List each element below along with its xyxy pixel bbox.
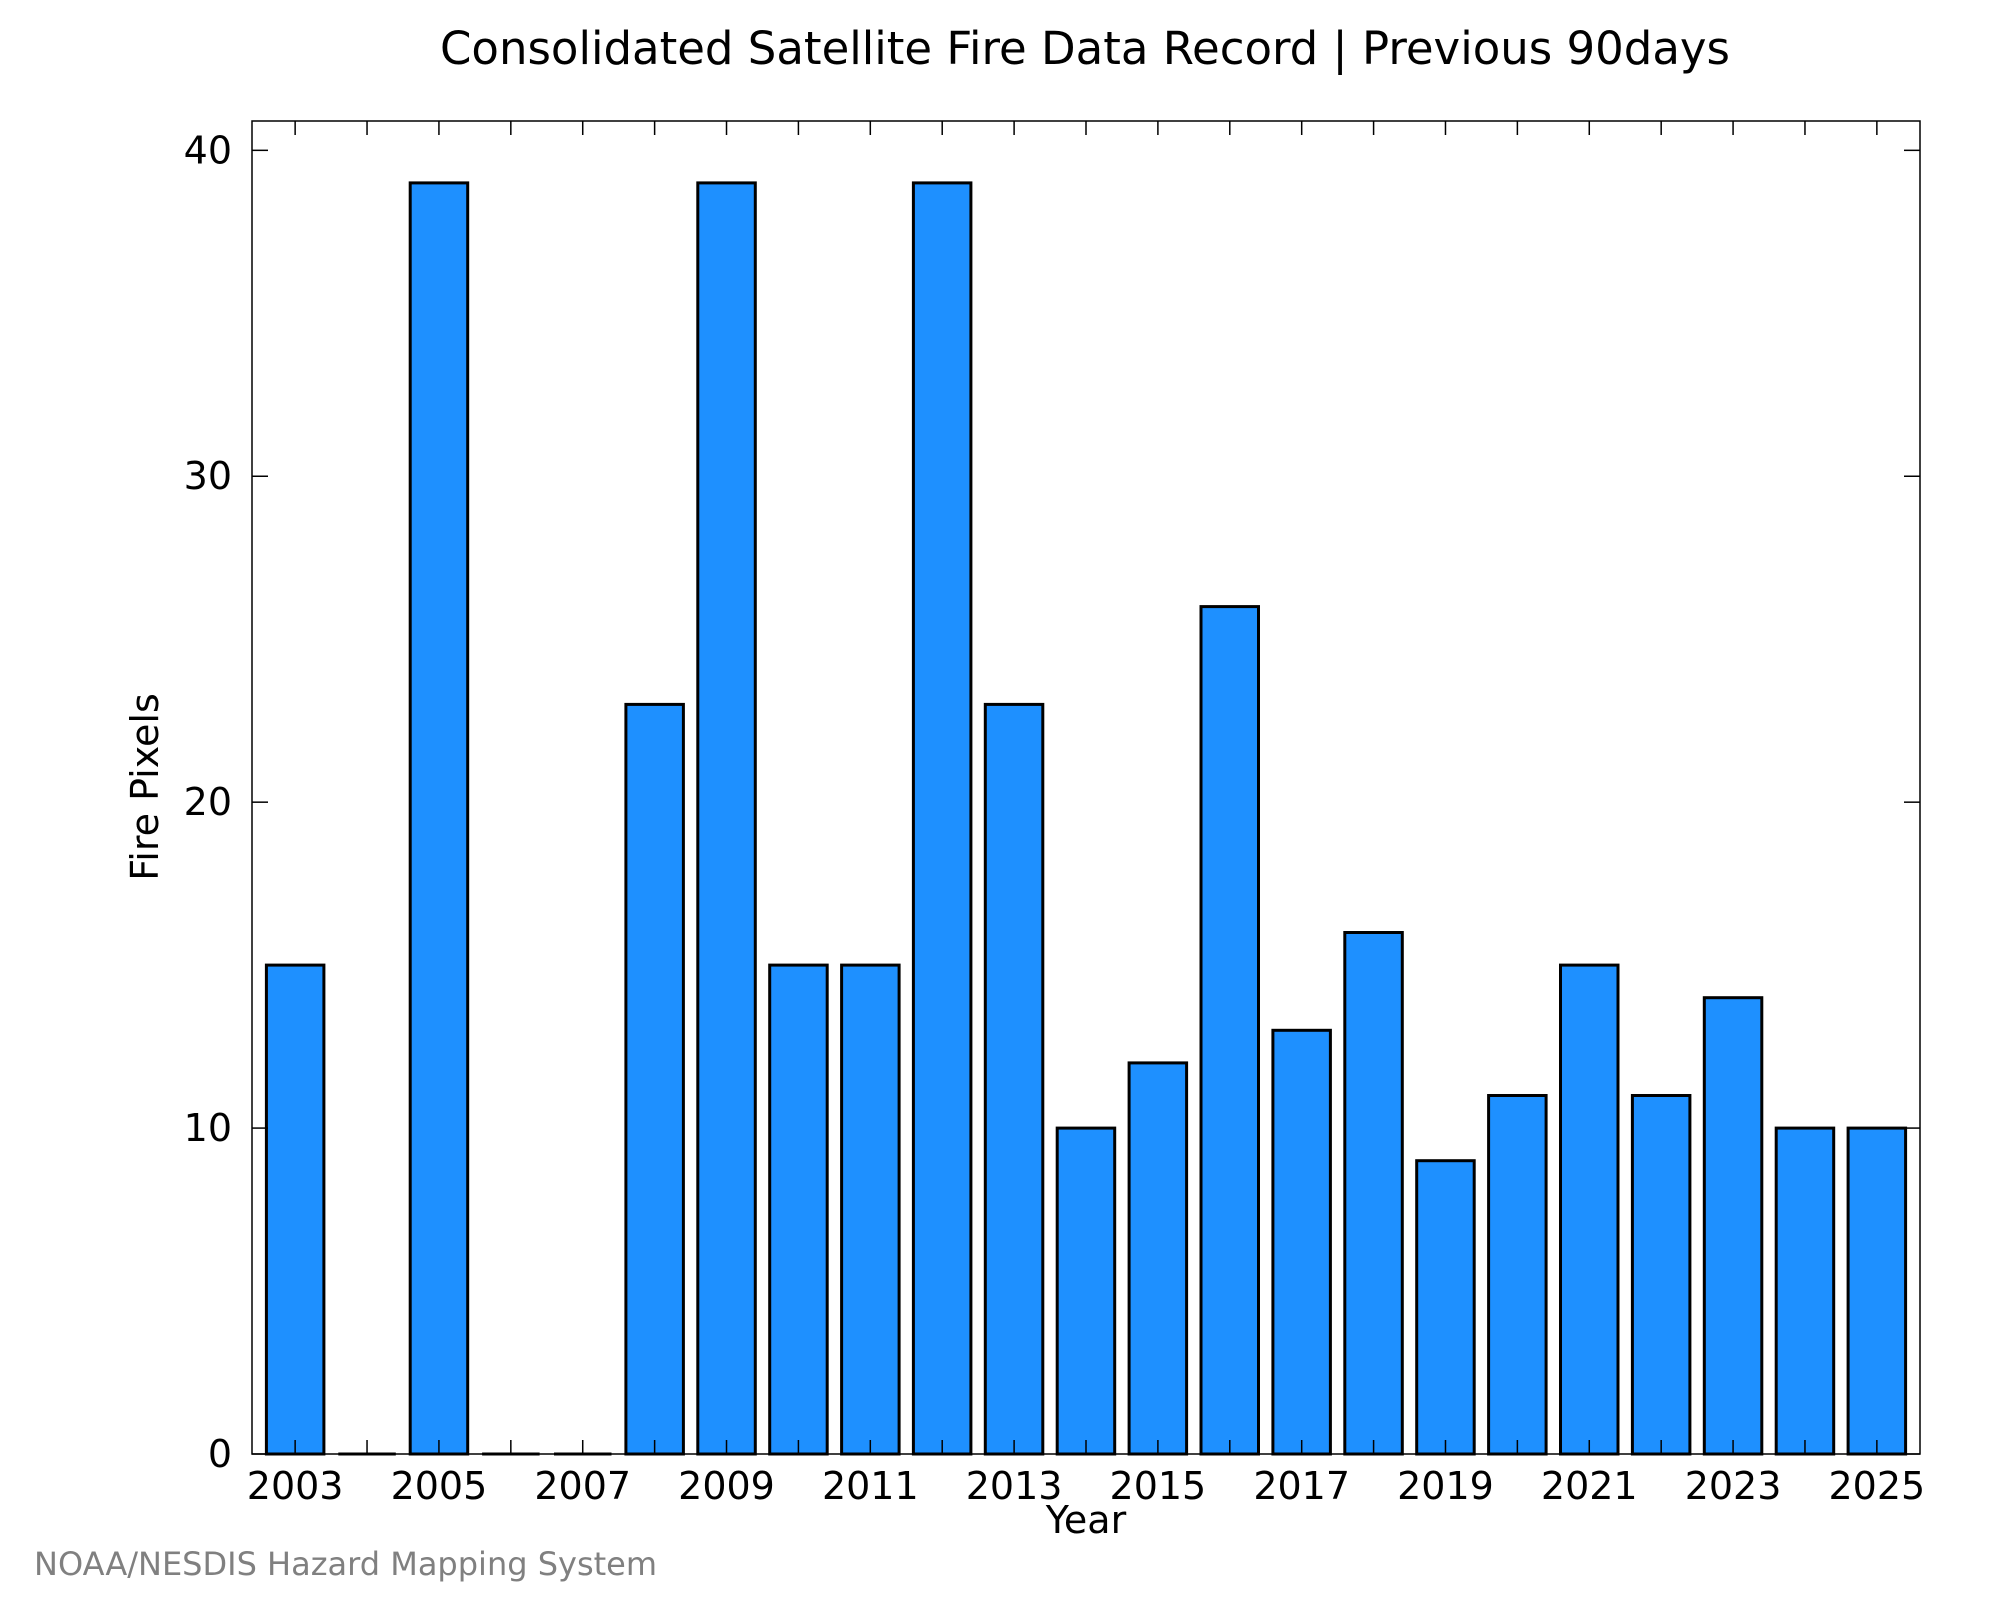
bar-2009 bbox=[696, 181, 757, 1456]
bar-2024 bbox=[1774, 1126, 1836, 1456]
bar-2011 bbox=[840, 963, 901, 1456]
bar-2017 bbox=[1271, 1028, 1332, 1456]
x-tick-label: 2013 bbox=[966, 1464, 1063, 1508]
x-tick-label: 2007 bbox=[534, 1464, 631, 1508]
bar-2014 bbox=[1055, 1126, 1117, 1456]
plot-frame bbox=[251, 120, 1921, 1455]
x-axis-label: Year bbox=[1045, 1498, 1127, 1542]
bar-2010 bbox=[768, 963, 829, 1456]
bar-2005 bbox=[408, 181, 470, 1456]
x-tick-label: 2021 bbox=[1541, 1464, 1638, 1508]
x-tick-label: 2023 bbox=[1685, 1464, 1782, 1508]
bar-2023 bbox=[1702, 996, 1764, 1456]
x-tick-label: 2017 bbox=[1253, 1464, 1350, 1508]
bar-2016 bbox=[1199, 605, 1260, 1456]
bar-2008 bbox=[624, 702, 685, 1456]
bar-2019 bbox=[1415, 1159, 1476, 1456]
bar-2018 bbox=[1343, 931, 1404, 1456]
x-tick-label: 2015 bbox=[1110, 1464, 1207, 1508]
bar-2003 bbox=[264, 963, 326, 1456]
bar-2022 bbox=[1630, 1094, 1692, 1456]
x-tick-label: 2005 bbox=[391, 1464, 488, 1508]
x-tick-label: 2011 bbox=[822, 1464, 919, 1508]
bar-2015 bbox=[1127, 1061, 1189, 1456]
x-tick-label: 2025 bbox=[1829, 1464, 1926, 1508]
y-tick-label: 30 bbox=[184, 454, 232, 498]
bar-2025 bbox=[1846, 1126, 1908, 1456]
x-tick-label: 2009 bbox=[678, 1464, 775, 1508]
y-tick-label: 40 bbox=[184, 128, 232, 172]
y-tick-label: 20 bbox=[184, 780, 232, 824]
ticks-layer: 2003 2005 2007 2009 2011 2013 2015 2017 2019 2021… bbox=[184, 121, 1926, 1508]
bar-2013 bbox=[983, 702, 1045, 1456]
credit-text: NOAA/NESDIS Hazard Mapping System bbox=[34, 1545, 657, 1583]
bar-2012 bbox=[911, 181, 973, 1456]
bar-2021 bbox=[1559, 963, 1620, 1456]
y-tick-label: 0 bbox=[208, 1432, 232, 1476]
bars-layer bbox=[264, 181, 1908, 1456]
bar-2020 bbox=[1487, 1094, 1548, 1456]
x-tick-label: 2003 bbox=[247, 1464, 344, 1508]
x-tick-label: 2019 bbox=[1397, 1464, 1494, 1508]
y-axis-label: Fire Pixels bbox=[123, 693, 167, 881]
y-tick-label: 10 bbox=[184, 1106, 232, 1150]
chart-title: Consolidated Satellite Fire Data Record … bbox=[440, 22, 1730, 75]
